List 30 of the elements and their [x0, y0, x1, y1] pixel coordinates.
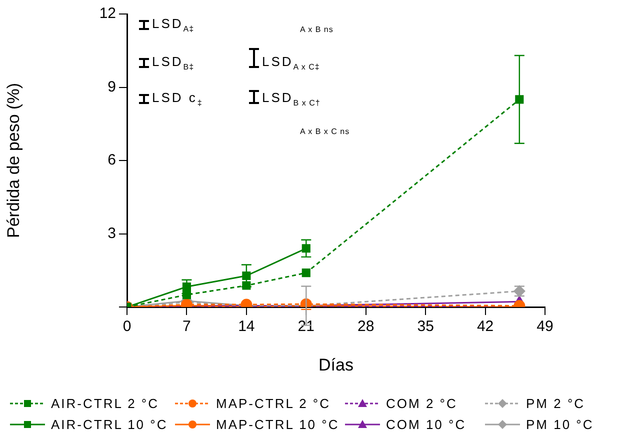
x-tick-label: 42: [476, 318, 494, 336]
point: [302, 268, 310, 278]
annotation: LSD c$_{‡}$: [152, 90, 202, 108]
x-tick-label: 7: [182, 318, 191, 336]
x-tick-label: 35: [417, 318, 434, 336]
legend-label: AIR-CTRL 10 °C: [51, 417, 168, 432]
x-tick-label: 14: [238, 318, 255, 336]
y-tick-label: 6: [108, 152, 116, 169]
annotation: LSD$_{B x C†}$: [262, 90, 320, 108]
y-axis-title: Pérdida de peso (%): [4, 83, 23, 238]
x-axis-title: Días: [318, 355, 354, 374]
legend-label: AIR-CTRL 2 °C: [51, 396, 160, 411]
annotation: A x B x C ns: [300, 127, 350, 136]
legend-label: PM 10 °C: [526, 417, 594, 432]
legend-label: COM 2 °C: [386, 396, 458, 411]
annotation: A x B ns: [300, 25, 334, 34]
annotation: LSD$_{B‡}$: [152, 54, 194, 72]
y-tick-label: 3: [108, 224, 116, 242]
legend-label: MAP-CTRL 2 °C: [216, 396, 331, 411]
annotation: LSD$_{A‡}$: [152, 16, 194, 34]
annotation: LSD$_{A x C‡}$: [262, 54, 320, 72]
y-tick-label: 9: [108, 78, 116, 96]
x-tick-label: 21: [298, 318, 314, 336]
y-tick-label: 12: [99, 5, 116, 22]
legend-label: COM 10 °C: [386, 417, 466, 432]
legend-label: PM 2 °C: [526, 396, 586, 411]
x-tick-label: 0: [122, 318, 132, 336]
legend-label: MAP-CTRL 10 °C: [216, 417, 340, 432]
x-tick-label: 49: [536, 318, 554, 336]
x-tick-label: 28: [358, 318, 374, 336]
